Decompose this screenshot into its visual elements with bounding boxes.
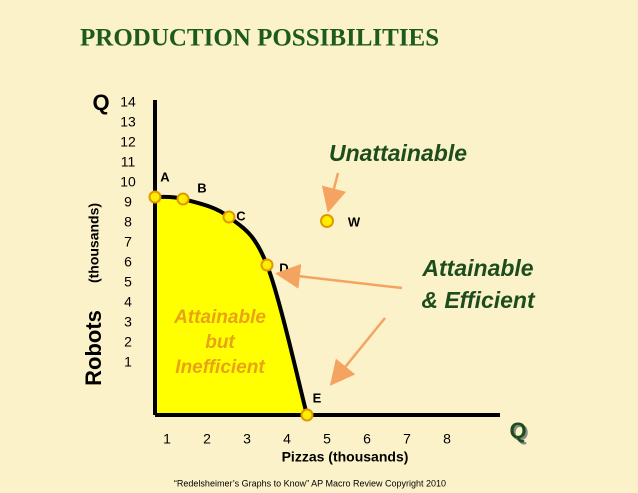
x-tick-label: 2: [203, 431, 211, 447]
x-tick-label: 7: [403, 431, 411, 447]
point: [148, 190, 162, 204]
footer: “Redelsheimer’s Graphs to Know” AP Macro…: [174, 478, 446, 488]
point: [320, 214, 334, 228]
y-axis-unit: (thousands): [86, 203, 102, 283]
y-tick-label: 5: [124, 274, 132, 290]
y-tick-label: 4: [124, 294, 132, 310]
y-axis-label: Robots: [81, 310, 106, 386]
y-tick-label: 12: [120, 134, 136, 150]
point-label: W: [348, 214, 361, 229]
y-tick-label: 2: [124, 334, 132, 350]
annotation-efficient: Attainable: [421, 255, 533, 281]
x-tick-label: 4: [283, 431, 291, 447]
point-label: B: [197, 180, 206, 195]
point-label: C: [236, 208, 246, 223]
chart-title: PRODUCTION POSSIBILITIES: [80, 25, 439, 52]
annotation-unattainable: Unattainable: [329, 140, 467, 166]
annotation-inefficient: Attainable: [173, 307, 266, 328]
point-label: A: [160, 169, 170, 184]
y-tick-label: 13: [120, 114, 136, 130]
x-tick-label: 5: [323, 431, 331, 447]
annotation-inefficient: Inefficient: [175, 357, 265, 378]
x-tick-label: 1: [163, 431, 171, 447]
arrow: [329, 317, 386, 386]
y-tick-label: 11: [121, 154, 136, 170]
point: [176, 192, 190, 206]
arrow: [321, 172, 347, 213]
y-tick-label: 1: [124, 354, 132, 370]
x-axis-symbol-shadow: Q: [511, 420, 528, 445]
point-label: E: [313, 390, 322, 405]
x-tick-label: 8: [443, 431, 451, 447]
x-axis-symbol: Q: [509, 418, 526, 443]
y-tick-label: 9: [124, 194, 132, 210]
point: [222, 210, 236, 224]
y-tick-label: 7: [124, 234, 132, 250]
point: [260, 258, 274, 272]
y-tick-label: 3: [124, 314, 132, 330]
y-tick-label: 14: [120, 94, 136, 110]
annotation-inefficient: but: [205, 332, 235, 353]
x-tick-label: 6: [363, 431, 371, 447]
arrow: [275, 263, 403, 290]
point: [300, 408, 314, 422]
y-axis-symbol: Q: [92, 90, 109, 115]
frontier-area: [155, 196, 307, 415]
y-tick-label: 8: [124, 214, 132, 230]
x-axis-label: Pizzas (thousands): [282, 449, 409, 465]
y-tick-label: 10: [120, 174, 136, 190]
annotation-efficient: & Efficient: [421, 287, 536, 313]
x-tick-label: 3: [243, 431, 251, 447]
y-tick-label: 6: [124, 254, 132, 270]
